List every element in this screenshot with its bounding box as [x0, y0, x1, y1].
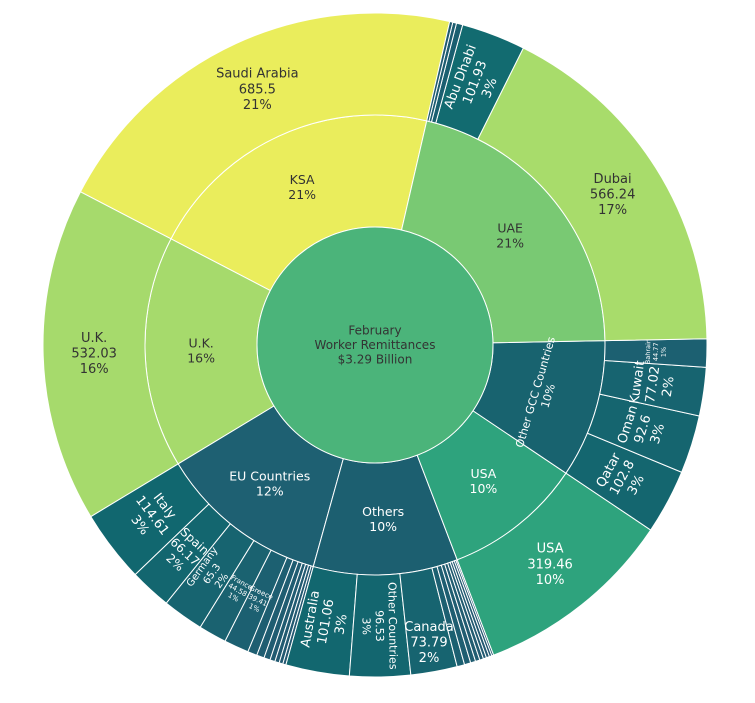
- group-eu-countries-label-line: EU Countries: [229, 469, 310, 484]
- slice-saudi-arabia-label-line: 21%: [243, 98, 272, 113]
- slice-other-countries-label-line: Other Countries: [385, 582, 399, 670]
- slice-saudi-arabia-label-line: 685.5: [239, 82, 276, 97]
- slice-u-k-label-line: 16%: [80, 362, 109, 377]
- slice-dubai-label-line: 566.24: [590, 187, 636, 202]
- slice-saudi-arabia-label-line: Saudi Arabia: [216, 67, 299, 82]
- slice-usa-label-line: USA: [537, 542, 564, 557]
- group-usa-label-line: USA: [470, 466, 496, 481]
- slice-bahrain-label: Bahrain 44.77 1%: [644, 339, 668, 364]
- slice-kuwait-label-line: 77.02: [643, 365, 663, 404]
- slice-u-k-label-line: 532.03: [71, 346, 117, 361]
- slice-oman-label-line: 3%: [648, 422, 668, 446]
- slice-bahrain-label-line: 44.77: [652, 342, 660, 361]
- slice-u-k-label-line: U.K.: [81, 331, 107, 346]
- group-usa-label-line: 10%: [470, 481, 498, 496]
- slice-canada-label-line: 73.79: [410, 636, 447, 651]
- slice-canada-label-line: Canada: [404, 620, 453, 635]
- slice-usa-label-line: 10%: [536, 573, 565, 588]
- group-eu-countries-label-line: 12%: [256, 484, 284, 499]
- slice-kuwait-label-line: 2%: [660, 376, 678, 399]
- slice-dubai-label-line: Dubai: [594, 172, 632, 187]
- group-others-label-line: 10%: [369, 519, 397, 534]
- sector-minor[interactable]: [426, 20, 454, 123]
- root-label-line: February: [348, 324, 401, 338]
- sector-root[interactable]: [256, 226, 494, 464]
- slice-abu-dhabi-label-line: 3%: [479, 76, 500, 101]
- group-u-k-label: U.K.16%: [187, 336, 215, 366]
- slice-usa-label-line: 319.46: [527, 557, 573, 572]
- slice-bahrain-label-line: 1%: [660, 347, 668, 358]
- group-u-k-label-line: 16%: [187, 351, 215, 366]
- slice-kuwait-label-line: Kuwait: [627, 360, 648, 405]
- group-ksa-label-line: 21%: [288, 187, 316, 202]
- group-others-label-line: Others: [362, 504, 404, 519]
- group-ksa-label-line: KSA: [290, 172, 315, 187]
- group-uae-label-line: 21%: [496, 235, 524, 250]
- root-label-line: Worker Remittances: [315, 338, 436, 352]
- sector-saudi-arabia[interactable]: [79, 12, 451, 240]
- slice-australia-label-line: 3%: [332, 613, 350, 636]
- group-uae-label-line: UAE: [497, 220, 523, 235]
- slice-dubai-label-line: 17%: [598, 203, 627, 218]
- slice-canada-label-line: 2%: [419, 651, 440, 666]
- slice-other-countries-label-line: 96.53: [373, 610, 386, 642]
- slice-bahrain-label-line: Bahrain: [644, 339, 653, 364]
- slice-other-countries-label-line: 3%: [360, 617, 373, 635]
- root-label-line: $3.29 Billion: [338, 352, 413, 366]
- group-u-k-label-line: U.K.: [188, 336, 213, 351]
